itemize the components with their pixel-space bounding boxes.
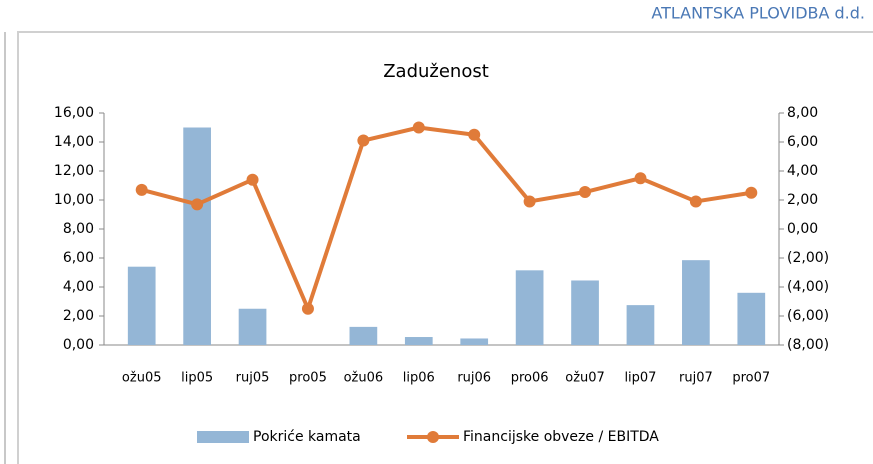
y2-tick-label: (2,00) (787, 250, 829, 266)
line-marker (301, 302, 314, 315)
bar (737, 292, 766, 345)
line-marker (579, 186, 592, 199)
x-tick-label: pro06 (511, 371, 549, 386)
bar (571, 280, 599, 345)
x-tick-label: pro07 (732, 371, 770, 386)
x-tick-label: pro05 (289, 371, 327, 386)
y-tick-label: 16,00 (54, 105, 94, 121)
x-tick-label: ruj07 (679, 371, 713, 386)
bar (349, 326, 378, 345)
x-tick-label: ožu06 (344, 371, 384, 386)
chart-frame (17, 31, 873, 464)
y-tick-label: 2,00 (63, 308, 94, 324)
y-tick-label: 0,00 (63, 337, 94, 353)
bar (127, 266, 156, 345)
legend-label: Financijske obveze / EBITDA (463, 429, 659, 445)
header: ATLANTSKA PLOVIDBA d.d. (651, 4, 865, 23)
line-marker (745, 186, 758, 199)
y-tick-label: 12,00 (54, 163, 94, 179)
bar (682, 260, 710, 345)
line-marker (634, 172, 647, 185)
x-tick-label: ruj06 (457, 371, 491, 386)
y-tick-label: 4,00 (63, 279, 94, 295)
bar (404, 337, 433, 345)
line-marker (689, 195, 702, 208)
x-tick-label: lip05 (181, 371, 213, 386)
y-tick-label: 14,00 (54, 134, 94, 150)
y2-tick-label: (8,00) (787, 337, 829, 353)
line-marker (135, 183, 148, 196)
bar (626, 305, 655, 345)
bar (183, 127, 211, 345)
line-marker (412, 121, 425, 134)
legend-label: Pokriće kamata (253, 429, 361, 445)
y-tick-label: 10,00 (54, 192, 94, 208)
y2-tick-label: (6,00) (787, 308, 829, 324)
chart-title: Zaduženost (383, 61, 489, 82)
line (141, 125, 752, 311)
legend-swatch (197, 431, 249, 443)
x-tick-label: lip06 (403, 371, 435, 386)
y2-tick-label: 2,00 (787, 192, 818, 208)
line-marker (523, 195, 536, 208)
line-marker (468, 128, 481, 141)
line-marker (191, 198, 204, 211)
y-tick-label: 6,00 (63, 250, 94, 266)
bar (515, 270, 544, 345)
y2-tick-label: 8,00 (787, 105, 818, 121)
legend-marker (427, 431, 439, 443)
y-tick-label: 8,00 (63, 221, 94, 237)
x-tick-label: ožu05 (122, 371, 162, 386)
bar (460, 338, 489, 345)
line-marker (246, 173, 259, 186)
line-marker (357, 134, 370, 147)
bar (238, 308, 267, 345)
x-tick-label: ožu07 (565, 371, 605, 386)
y2-tick-label: (4,00) (787, 279, 829, 295)
y2-tick-label: 4,00 (787, 163, 818, 179)
y2-tick-label: 6,00 (787, 134, 818, 150)
y2-tick-label: 0,00 (787, 221, 818, 237)
x-tick-label: ruj05 (236, 371, 270, 386)
x-tick-label: lip07 (624, 371, 656, 386)
